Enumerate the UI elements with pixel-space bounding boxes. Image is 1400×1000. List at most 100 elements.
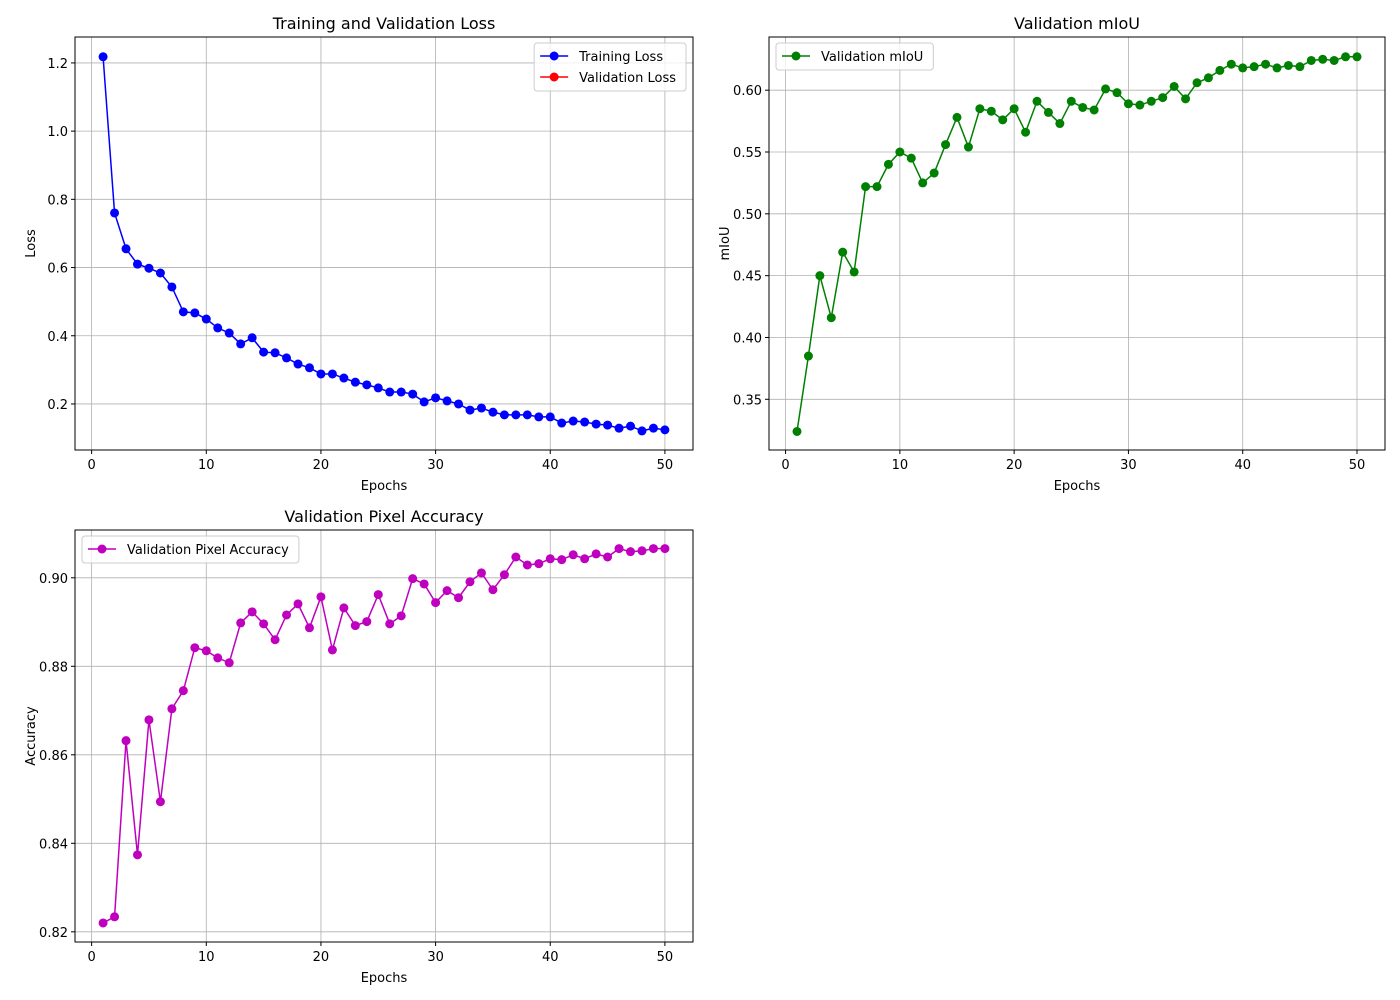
data-point (465, 405, 475, 415)
data-point (637, 546, 647, 556)
data-point (419, 397, 429, 407)
data-point (626, 421, 636, 431)
data-point (838, 247, 848, 257)
data-point (1032, 96, 1042, 106)
data-point (293, 359, 303, 369)
legend-label: Training Loss (578, 50, 663, 65)
plot-frame (74, 529, 694, 943)
data-point (362, 617, 372, 627)
data-point (385, 387, 395, 397)
data-point (1352, 52, 1362, 62)
data-point (316, 592, 326, 602)
y-tick-label: 0.88 (39, 660, 68, 675)
legend-frame (533, 42, 687, 92)
data-point (1192, 78, 1202, 88)
x-tick-label: 30 (427, 458, 444, 473)
data-point (1341, 52, 1351, 62)
y-tick-label: 0.55 (733, 146, 762, 161)
data-point (476, 568, 486, 578)
data-point (1272, 63, 1282, 73)
data-point (259, 619, 269, 629)
data-point (408, 574, 418, 584)
data-point (591, 549, 601, 559)
plot-frame (768, 36, 1386, 451)
data-point (98, 918, 108, 928)
data-point (815, 271, 825, 281)
data-point (282, 353, 292, 363)
x-tick-label: 10 (198, 458, 215, 473)
x-axis-label: Epochs (361, 971, 408, 986)
data-point (952, 112, 962, 122)
data-point (236, 339, 246, 349)
data-point (614, 423, 624, 433)
data-point (1249, 62, 1259, 72)
x-tick-label: 50 (657, 458, 674, 473)
data-point (580, 417, 590, 427)
data-point (883, 159, 893, 169)
data-point (792, 426, 802, 436)
y-tick-label: 1.2 (47, 57, 68, 72)
data-point (362, 380, 372, 390)
data-point (522, 560, 532, 570)
data-point (454, 399, 464, 409)
data-point (190, 643, 200, 653)
data-point (236, 618, 246, 628)
data-point (304, 363, 314, 373)
data-point (213, 653, 223, 663)
data-point (144, 715, 154, 725)
data-point (293, 599, 303, 609)
data-point (350, 377, 360, 387)
data-point (167, 282, 177, 292)
data-point (545, 554, 555, 564)
y-tick-label: 0.90 (39, 572, 68, 587)
chart-title: Training and Validation Loss (272, 14, 496, 33)
data-point (201, 314, 211, 324)
data-point (1158, 93, 1168, 103)
data-point (648, 544, 658, 554)
data-point (1181, 94, 1191, 104)
data-point (1295, 62, 1305, 72)
data-point (259, 347, 269, 357)
data-point (580, 554, 590, 564)
y-tick-label: 1.0 (47, 125, 68, 140)
data-point (499, 570, 509, 580)
data-point (454, 593, 464, 603)
y-tick-label: 0.60 (733, 84, 762, 99)
subplot: 0 10 20 30 40 50 0.35 0.40 0.45 0.50 0.55 0.60 Valid… (718, 14, 1386, 494)
data-point (488, 407, 498, 417)
data-point (545, 412, 555, 422)
data-point (929, 168, 939, 178)
y-tick-label: 0.45 (733, 270, 762, 285)
data-point (849, 267, 859, 277)
data-point (1135, 100, 1145, 110)
data-point (1078, 102, 1088, 112)
y-tick-label: 0.8 (47, 193, 68, 208)
x-tick-label: 40 (542, 458, 559, 473)
data-point (1021, 127, 1031, 137)
data-point (247, 607, 257, 617)
data-point (906, 153, 916, 163)
data-point (431, 393, 441, 403)
legend-marker (97, 544, 107, 554)
y-tick-label: 0.2 (47, 398, 68, 413)
x-tick-label: 0 (87, 950, 95, 965)
data-point (327, 369, 337, 379)
plot-frame (74, 36, 694, 451)
data-point (373, 383, 383, 393)
data-point (419, 579, 429, 589)
data-point (270, 348, 280, 358)
data-point (144, 263, 154, 273)
x-axis-label: Epochs (1054, 479, 1101, 494)
data-point (304, 623, 314, 633)
data-point (591, 419, 601, 429)
series-line (102, 547, 665, 924)
data-point (557, 555, 567, 565)
data-point (132, 850, 142, 860)
y-axis-label: mIoU (718, 227, 733, 261)
x-tick-label: 40 (542, 950, 559, 965)
data-point (895, 147, 905, 157)
data-point (1055, 119, 1065, 129)
y-tick-label: 0.35 (733, 393, 762, 408)
data-point (1215, 65, 1225, 75)
